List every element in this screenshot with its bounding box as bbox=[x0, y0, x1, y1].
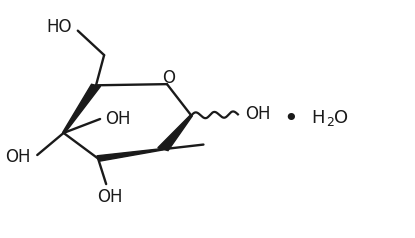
Text: O: O bbox=[334, 109, 349, 127]
Text: OH: OH bbox=[245, 105, 271, 123]
Text: HO: HO bbox=[47, 18, 72, 36]
Text: H: H bbox=[311, 109, 325, 127]
Text: 2: 2 bbox=[326, 116, 334, 129]
Polygon shape bbox=[158, 115, 193, 151]
Text: OH: OH bbox=[98, 188, 123, 206]
Polygon shape bbox=[97, 149, 163, 161]
Text: OH: OH bbox=[105, 110, 131, 128]
Text: O: O bbox=[163, 69, 176, 87]
Polygon shape bbox=[63, 84, 100, 133]
Text: •: • bbox=[283, 107, 298, 131]
Text: OH: OH bbox=[5, 148, 31, 166]
